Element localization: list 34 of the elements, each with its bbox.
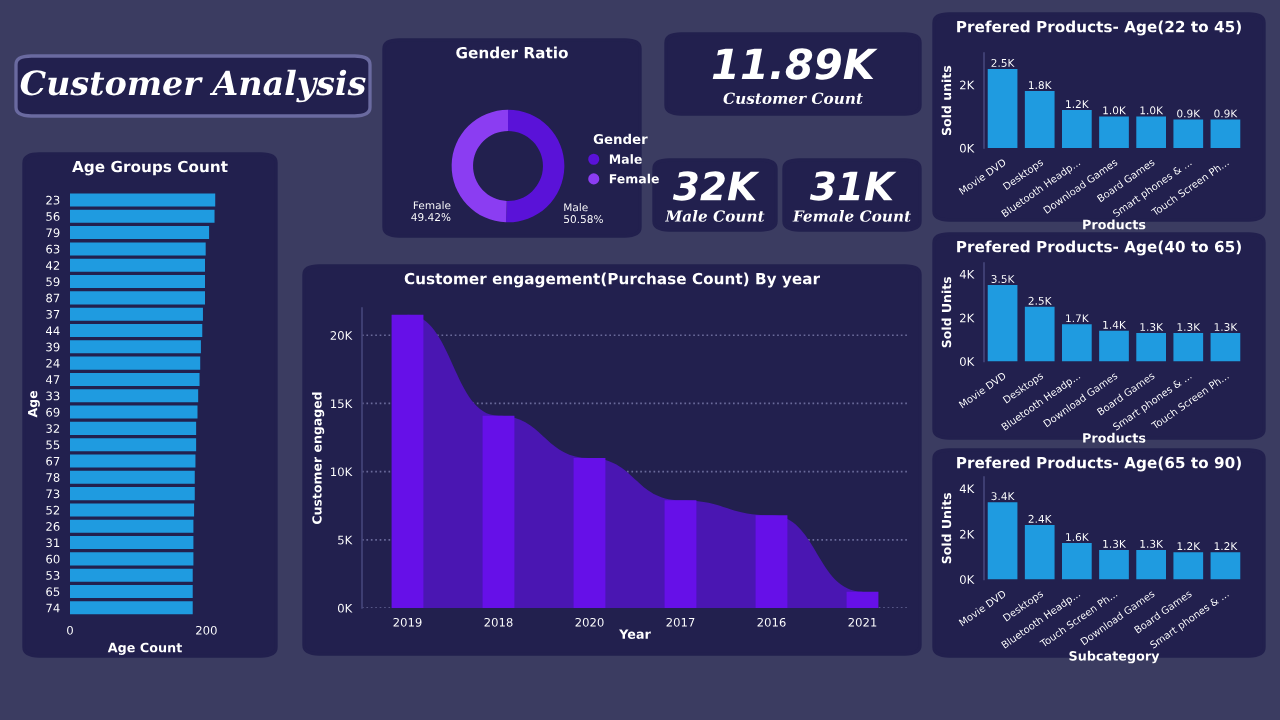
bar bbox=[1173, 333, 1204, 362]
bar bbox=[391, 314, 424, 608]
donut-slice bbox=[451, 109, 508, 223]
bar bbox=[1062, 110, 1092, 148]
bar bbox=[1136, 116, 1166, 148]
bar bbox=[482, 415, 515, 608]
bar bbox=[846, 591, 879, 608]
bar bbox=[1173, 552, 1204, 580]
bar bbox=[1210, 119, 1241, 148]
bar bbox=[755, 515, 788, 608]
bar bbox=[987, 69, 1018, 148]
bar bbox=[1024, 306, 1055, 362]
bar bbox=[1099, 549, 1129, 580]
bar bbox=[1210, 333, 1241, 362]
text: 32K bbox=[672, 171, 760, 201]
bar bbox=[1099, 330, 1129, 362]
bar bbox=[1099, 116, 1129, 148]
bar bbox=[1024, 524, 1055, 580]
bar bbox=[1024, 91, 1055, 148]
bar bbox=[1136, 549, 1166, 580]
bar bbox=[1136, 333, 1166, 362]
bar bbox=[1210, 552, 1241, 580]
text: 11.89K bbox=[712, 48, 878, 80]
bar bbox=[573, 458, 606, 608]
text: Customer Analysis bbox=[20, 69, 366, 103]
bar bbox=[987, 502, 1018, 580]
bar bbox=[664, 500, 697, 608]
text: 31K bbox=[809, 171, 897, 201]
bar bbox=[1062, 543, 1092, 580]
bar bbox=[1062, 324, 1092, 362]
bar bbox=[1173, 119, 1204, 148]
bar bbox=[70, 193, 216, 207]
bar bbox=[987, 285, 1018, 362]
donut-slice bbox=[505, 109, 565, 223]
